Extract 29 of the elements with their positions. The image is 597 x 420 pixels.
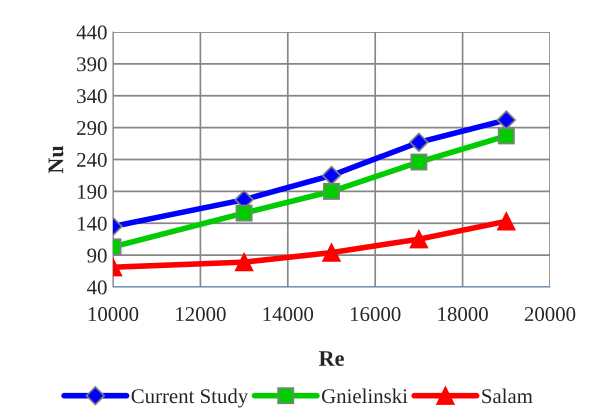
x-tick-label: 14000 (264, 307, 314, 322)
x-axis-title: Re (318, 351, 344, 366)
point (322, 243, 341, 262)
point (236, 204, 253, 222)
y-tick-label: 290 (77, 121, 107, 136)
y-tick-label: 440 (76, 25, 107, 40)
legend-label: Gnielinski (322, 388, 408, 404)
y-tick-label: 240 (77, 152, 107, 167)
x-tick-label: 16000 (350, 307, 400, 322)
point (410, 230, 428, 248)
point (497, 212, 516, 231)
y-axis-title: Nu (48, 146, 64, 174)
legend-label: Salam (482, 388, 533, 404)
point (409, 132, 429, 152)
y-tick-label: 90 (87, 248, 107, 263)
point (234, 252, 254, 272)
point (498, 127, 515, 144)
point (410, 154, 428, 171)
y-tick-label: 340 (77, 89, 107, 104)
x-tick-label: 18000 (438, 307, 488, 322)
x-tick-label: 10000 (88, 307, 138, 322)
x-tick-label: 12000 (176, 307, 226, 322)
point (323, 182, 340, 200)
y-tick-label: 390 (77, 57, 107, 72)
legend-label: Current Study (132, 388, 248, 408)
x-tick-label: 20000 (524, 307, 576, 322)
y-tick-label: 140 (78, 216, 107, 231)
y-tick-label: 190 (78, 184, 107, 199)
y-tick-label: 40 (87, 280, 107, 294)
